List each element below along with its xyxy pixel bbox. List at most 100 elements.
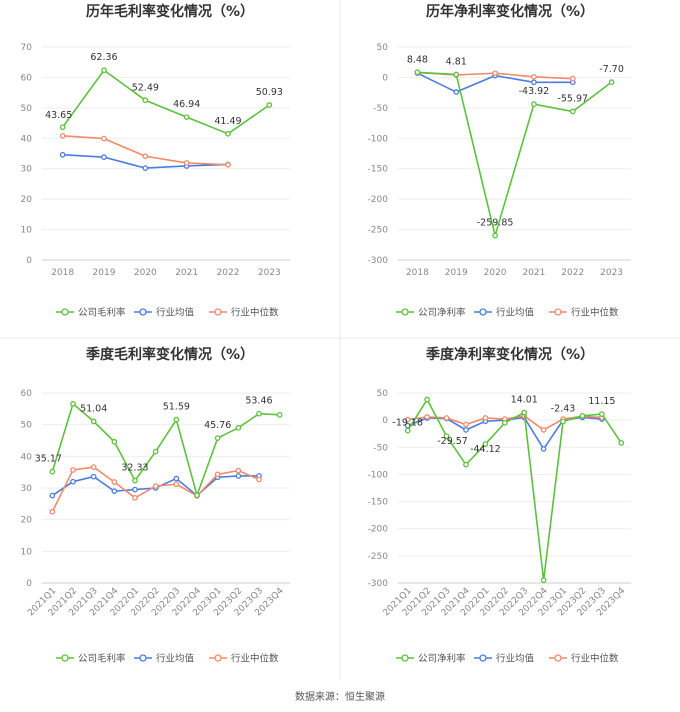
data-label: -7.70	[599, 64, 624, 75]
data-source: 数据来源：恒生聚源	[295, 690, 385, 703]
x-tick-label: 2019	[445, 268, 468, 278]
legend-marker-median	[554, 308, 562, 316]
y-tick-label: 40	[21, 452, 33, 462]
chart-panel-2: 历年净利率变化情况（%） -300 -250 -200 -150 -100 -50 0 50 20…	[368, 3, 631, 319]
data-label: 43.65	[45, 110, 72, 121]
data-point-median	[463, 421, 469, 428]
data-point-median	[70, 467, 76, 473]
data-point-median	[569, 75, 576, 82]
y-tick-label: 10	[21, 547, 33, 557]
series-line-company	[62, 69, 270, 135]
x-tick-label: 2018	[51, 268, 74, 278]
x-tick-label: 2022	[561, 268, 584, 278]
data-point-median	[256, 476, 262, 483]
data-label: 41.49	[214, 116, 241, 127]
y-tick-label: -250	[368, 552, 389, 562]
data-point-company	[463, 461, 469, 468]
x-tick-label: 2018	[406, 268, 429, 278]
data-point-median	[531, 73, 537, 80]
legend-marker-company	[61, 308, 69, 316]
data-point-company	[183, 114, 190, 121]
data-point-median	[152, 483, 159, 489]
data-point-avg	[173, 475, 180, 482]
data-point-avg	[142, 165, 149, 171]
data-label: 32.33	[121, 463, 148, 474]
y-tick-label: 70	[21, 43, 33, 53]
legend-marker-median	[214, 654, 222, 662]
legend-marker-company	[61, 654, 69, 662]
data-point-company	[424, 396, 430, 403]
data-label: 14.01	[511, 395, 538, 406]
data-point-company	[404, 427, 411, 434]
data-label: -29.57	[437, 436, 468, 447]
y-tick-label: 50	[377, 389, 389, 399]
y-tick-label: -50	[373, 104, 388, 114]
data-point-avg	[132, 486, 138, 493]
data-point-median	[59, 133, 66, 139]
data-point-median	[404, 416, 411, 423]
data-point-company	[235, 424, 242, 431]
y-tick-label: -200	[368, 195, 389, 205]
legend-label: 行业中位数	[571, 307, 619, 319]
data-point-median	[235, 467, 242, 474]
data-point-median	[90, 464, 97, 470]
legend-label: 行业均值	[496, 307, 535, 319]
data-label: 46.94	[173, 99, 200, 110]
chart-title: 历年毛利率变化情况（%）	[86, 3, 254, 20]
data-point-company	[579, 412, 586, 419]
legend-label: 公司毛利率	[78, 653, 126, 665]
y-tick-label: -50	[373, 443, 388, 453]
data-point-median	[540, 427, 547, 433]
series-line-company	[407, 397, 622, 581]
data-point-company	[225, 130, 231, 137]
data-label: 45.76	[204, 420, 231, 431]
legend-marker-company	[401, 308, 409, 316]
data-label: 11.15	[588, 396, 615, 407]
chart-panel-1: 历年毛利率变化情况（%） 0 10 20 30 40 50 60 70 2018 2019 2020 2…	[21, 3, 290, 319]
data-point-median	[492, 70, 498, 77]
data-point-company	[618, 440, 625, 446]
data-point-company	[256, 410, 262, 417]
data-point-median	[49, 508, 56, 515]
data-point-median	[101, 135, 107, 142]
data-label: -19.18	[392, 418, 423, 429]
data-label: 8.48	[407, 54, 428, 65]
data-point-avg	[101, 154, 107, 161]
y-tick-label: -300	[368, 256, 389, 266]
data-point-company	[521, 409, 528, 416]
data-point-median	[424, 414, 430, 420]
data-label: 4.81	[446, 57, 467, 68]
y-tick-label: -250	[368, 226, 389, 236]
data-point-company	[70, 400, 76, 407]
y-tick-label: 50	[21, 104, 33, 114]
data-point-company	[152, 448, 159, 455]
data-label: 50.93	[256, 87, 283, 98]
y-tick-label: 30	[21, 165, 33, 175]
legend-marker-median	[554, 654, 562, 662]
x-tick-label: 2019	[93, 268, 116, 278]
legend-label: 行业中位数	[231, 653, 279, 665]
data-point-avg	[235, 473, 242, 479]
legend-marker-avg	[139, 654, 147, 662]
y-tick-label: -150	[368, 165, 389, 175]
x-tick-label: 2023	[258, 268, 281, 278]
data-point-company	[560, 418, 566, 425]
data-point-median	[482, 415, 489, 421]
data-point-company	[501, 420, 508, 426]
data-point-company	[214, 435, 221, 441]
series-line-company	[417, 71, 613, 239]
data-point-median	[142, 153, 149, 160]
data-point-company	[132, 477, 138, 484]
data-point-company	[111, 438, 118, 445]
data-label: 51.04	[80, 403, 107, 414]
data-label: 51.59	[163, 402, 190, 413]
data-label: 62.36	[90, 52, 117, 63]
legend-label: 公司毛利率	[78, 307, 126, 319]
data-label: -43.92	[519, 86, 550, 97]
data-point-avg	[49, 492, 56, 499]
data-point-avg	[70, 478, 76, 485]
y-tick-label: 0	[382, 416, 388, 426]
legend-marker-median	[214, 308, 222, 316]
chart-title: 季度净利率变化情况（%）	[425, 346, 594, 363]
series-line-company	[51, 402, 280, 498]
